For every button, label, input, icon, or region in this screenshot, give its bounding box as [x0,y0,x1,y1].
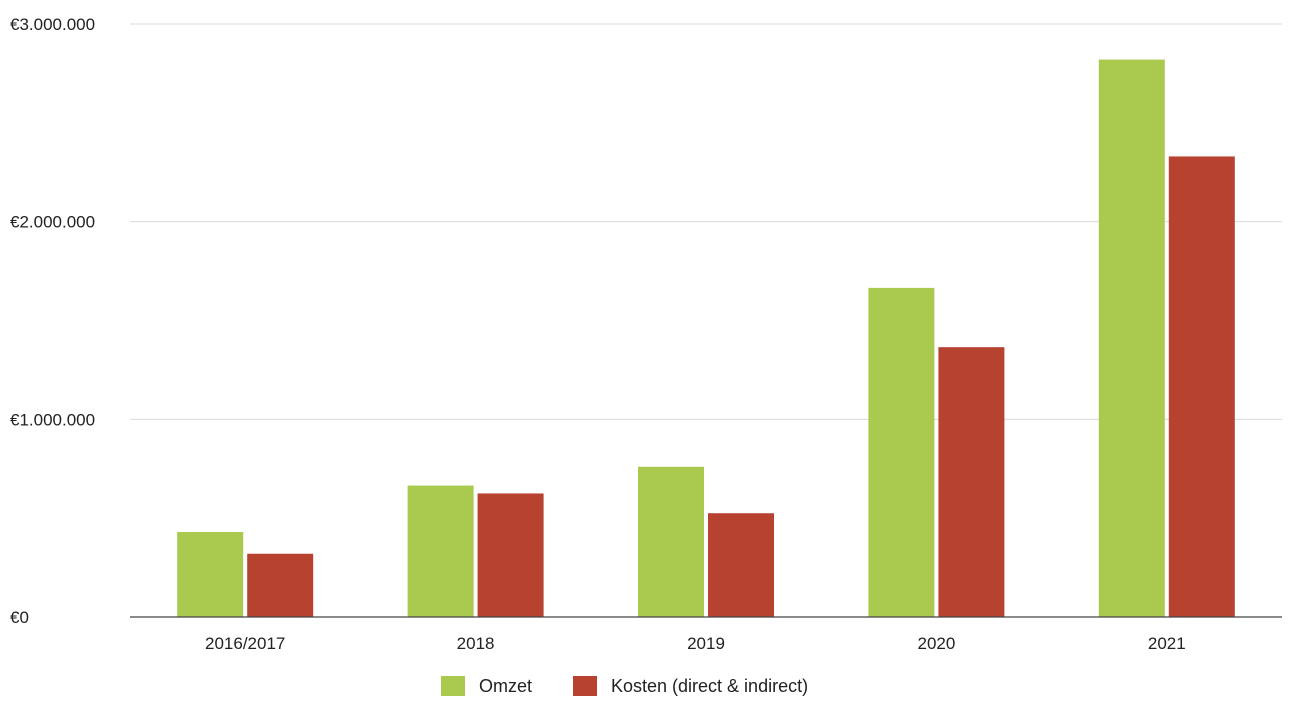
legend-swatch-omzet [441,676,465,696]
bar-kosten-3 [938,347,1005,617]
legend: Omzet Kosten (direct & indirect) [441,676,808,696]
bar-omzet-4 [1098,59,1165,617]
x-axis-ticks: 2016/2017 2018 2019 2020 2021 [205,634,1186,653]
bar-omzet-3 [868,287,935,617]
bar-omzet-0 [177,532,244,617]
bars [177,59,1235,618]
legend-swatch-kosten [573,676,597,696]
bar-kosten-1 [477,493,544,617]
x-tick-label: 2019 [687,634,725,653]
x-tick-label: 2021 [1148,634,1186,653]
bar-omzet-1 [407,485,474,617]
y-tick-label: €0 [10,608,29,627]
bar-kosten-4 [1168,156,1235,618]
x-tick-label: 2018 [457,634,495,653]
y-tick-label: €3.000.000 [10,15,95,34]
x-tick-label: 2020 [917,634,955,653]
bar-kosten-2 [708,513,774,617]
gridlines [130,23,1282,420]
y-tick-label: €1.000.000 [10,410,95,429]
bar-omzet-2 [638,466,704,617]
x-tick-label: 2016/2017 [205,634,285,653]
bar-kosten-0 [247,553,314,617]
legend-label-kosten: Kosten (direct & indirect) [611,676,808,696]
y-axis-ticks: €0 €1.000.000 €2.000.000 €3.000.000 [10,15,95,627]
legend-label-omzet: Omzet [479,676,532,696]
y-tick-label: €2.000.000 [10,213,95,232]
